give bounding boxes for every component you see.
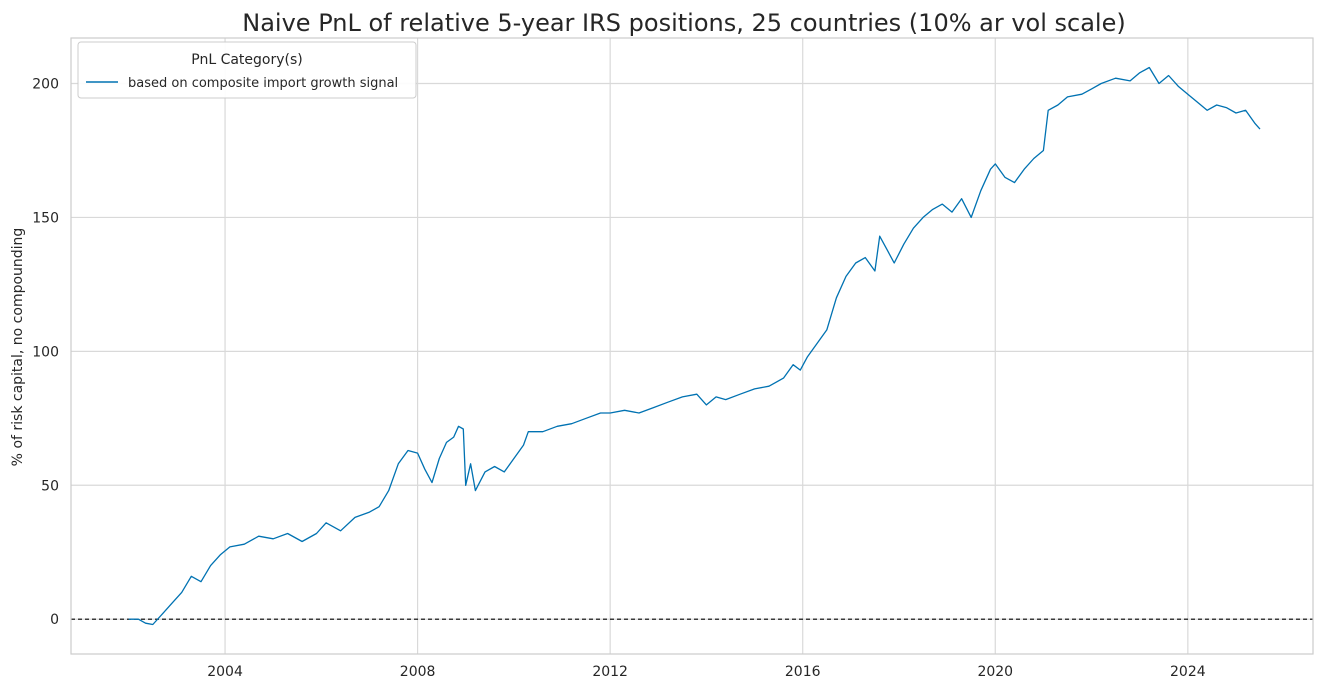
y-tick-label: 0 bbox=[50, 612, 59, 628]
grid-layer bbox=[71, 38, 1313, 654]
series-layer bbox=[128, 66, 1261, 626]
y-tick-labels: 0 50 100 150 200 bbox=[32, 77, 59, 629]
y-tick-label: 200 bbox=[32, 77, 59, 93]
y-tick-label: 50 bbox=[41, 478, 59, 494]
plot-frame bbox=[70, 37, 1314, 655]
y-tick-label: 100 bbox=[32, 344, 59, 360]
y-axis-label: % of risk capital, no compounding bbox=[10, 228, 26, 467]
legend-title: PnL Category(s) bbox=[191, 52, 303, 68]
x-tick-label: 2024 bbox=[1170, 664, 1206, 680]
x-tick-label: 2020 bbox=[977, 664, 1013, 680]
x-tick-labels: 2004 2008 2012 2016 2020 2024 bbox=[207, 664, 1206, 680]
y-tick-label: 150 bbox=[32, 210, 59, 226]
legend-box bbox=[77, 41, 417, 99]
chart-title: Naive PnL of relative 5-year IRS positio… bbox=[242, 9, 1125, 37]
x-tick-label: 2008 bbox=[400, 664, 436, 680]
x-tick-label: 2012 bbox=[592, 664, 628, 680]
series-line-0 bbox=[128, 66, 1261, 626]
legend: PnL Category(s) based on composite impor… bbox=[77, 41, 417, 99]
x-tick-label: 2004 bbox=[207, 664, 243, 680]
x-tick-label: 2016 bbox=[785, 664, 821, 680]
legend-entry-label: based on composite import growth signal bbox=[128, 76, 398, 91]
